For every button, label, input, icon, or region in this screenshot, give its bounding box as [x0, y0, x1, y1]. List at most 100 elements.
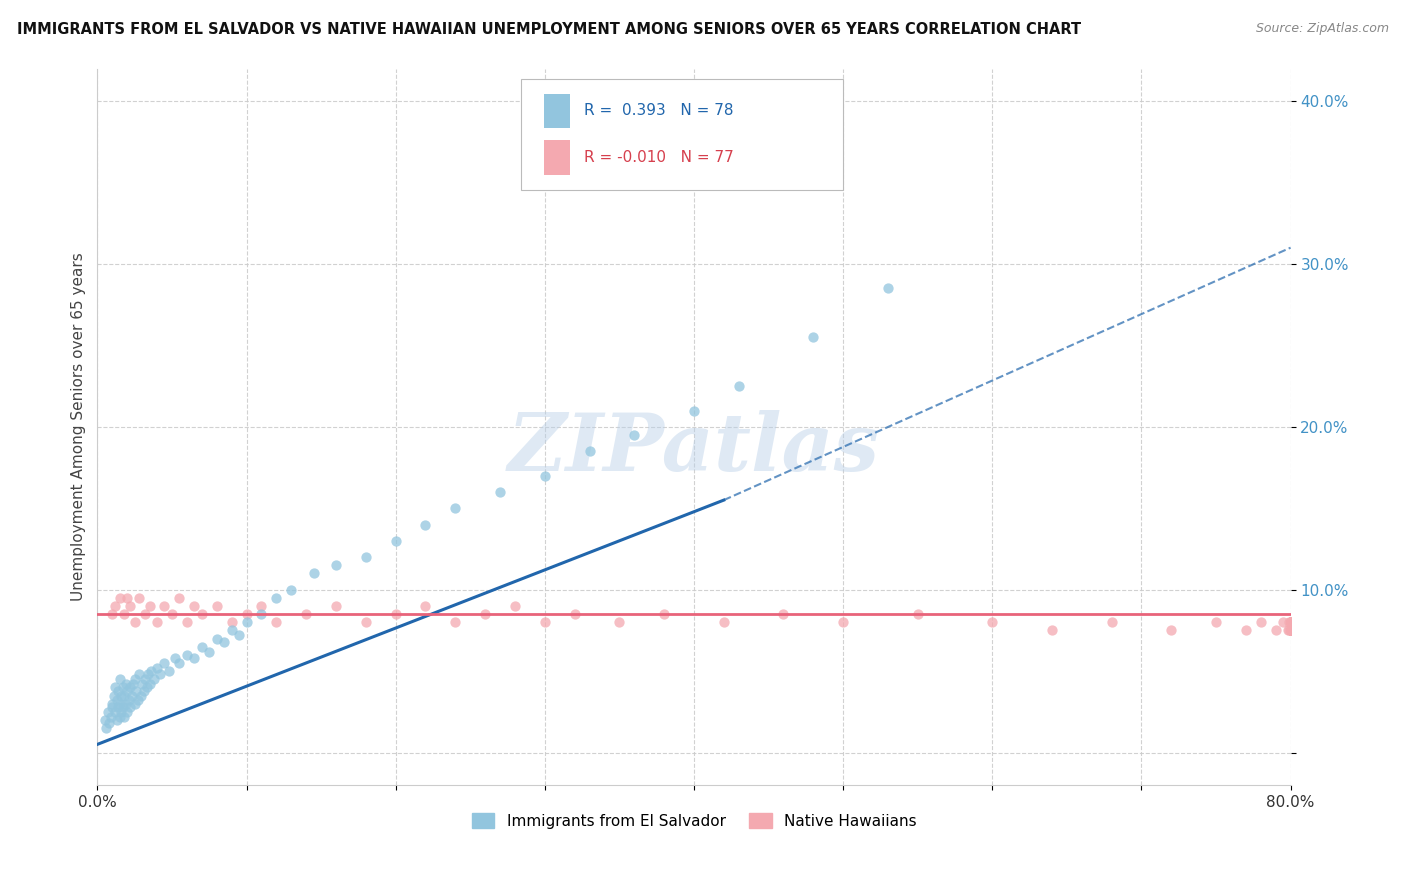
Point [474, 607, 496, 621]
Point [876, 281, 898, 295]
Point [101, 697, 124, 711]
Point [112, 607, 135, 621]
Text: IMMIGRANTS FROM EL SALVADOR VS NATIVE HAWAIIAN UNEMPLOYMENT AMONG SENIORS OVER 6: IMMIGRANTS FROM EL SALVADOR VS NATIVE HA… [17, 22, 1081, 37]
Point [384, 533, 406, 548]
Point [205, 599, 228, 613]
Point [104, 705, 127, 719]
Point [1279, 624, 1302, 638]
Point [101, 700, 124, 714]
Point [104, 599, 127, 613]
Legend: Immigrants from El Salvador, Native Hawaiians: Immigrants from El Salvador, Native Hawa… [465, 806, 922, 835]
Point [1272, 615, 1295, 630]
Point [533, 468, 555, 483]
Point [280, 582, 302, 597]
Point [652, 607, 675, 621]
Text: R = -0.010   N = 77: R = -0.010 N = 77 [585, 150, 734, 165]
Point [157, 664, 180, 678]
Point [415, 599, 437, 613]
Point [169, 656, 191, 670]
Point [120, 681, 142, 695]
Point [105, 713, 128, 727]
Point [153, 656, 176, 670]
Point [134, 672, 156, 686]
Point [578, 444, 600, 458]
Point [1250, 615, 1272, 630]
Point [907, 607, 929, 621]
Point [533, 615, 555, 630]
Point [149, 667, 172, 681]
Point [1279, 624, 1302, 638]
Point [111, 681, 134, 695]
Point [114, 697, 136, 711]
Point [96, 721, 118, 735]
Point [128, 591, 150, 605]
Point [623, 428, 645, 442]
Point [564, 607, 586, 621]
Point [104, 681, 127, 695]
Point [1279, 615, 1302, 630]
Point [190, 640, 212, 654]
Point [1279, 624, 1302, 638]
Point [97, 705, 120, 719]
Point [101, 607, 124, 621]
Point [801, 330, 824, 344]
Point [713, 615, 735, 630]
Point [120, 599, 142, 613]
Point [120, 700, 142, 714]
Point [1234, 624, 1257, 638]
Point [111, 700, 134, 714]
Point [114, 677, 136, 691]
Point [1279, 615, 1302, 630]
Point [727, 379, 749, 393]
Point [129, 689, 152, 703]
Point [125, 683, 148, 698]
Point [1279, 615, 1302, 630]
Point [683, 403, 706, 417]
Point [228, 628, 250, 642]
Point [131, 677, 153, 691]
Point [1279, 624, 1302, 638]
Point [107, 683, 129, 698]
Point [108, 709, 131, 723]
Point [146, 615, 169, 630]
Point [105, 693, 128, 707]
Point [1279, 624, 1302, 638]
Point [136, 667, 159, 681]
Point [1278, 615, 1301, 630]
Point [124, 672, 146, 686]
Point [124, 697, 146, 711]
Point [108, 672, 131, 686]
Point [127, 693, 149, 707]
Point [112, 689, 135, 703]
Point [1279, 615, 1302, 630]
Y-axis label: Unemployment Among Seniors over 65 years: Unemployment Among Seniors over 65 years [72, 252, 86, 601]
Point [183, 599, 205, 613]
Point [354, 550, 377, 565]
Point [250, 599, 273, 613]
Point [107, 700, 129, 714]
Point [221, 624, 243, 638]
Point [1101, 615, 1123, 630]
Point [153, 599, 176, 613]
Point [1264, 624, 1286, 638]
Point [100, 709, 122, 723]
FancyBboxPatch shape [544, 94, 569, 128]
Point [1279, 624, 1302, 638]
Point [444, 615, 467, 630]
Point [1160, 624, 1182, 638]
Point [235, 615, 257, 630]
Point [1279, 624, 1302, 638]
Point [128, 667, 150, 681]
Point [98, 716, 121, 731]
Point [124, 615, 146, 630]
Point [295, 607, 318, 621]
Point [108, 591, 131, 605]
Point [1279, 624, 1302, 638]
Point [115, 591, 138, 605]
Point [981, 615, 1004, 630]
Point [198, 644, 221, 658]
Point [122, 677, 145, 691]
Point [176, 648, 198, 662]
Point [138, 677, 160, 691]
Point [832, 615, 855, 630]
